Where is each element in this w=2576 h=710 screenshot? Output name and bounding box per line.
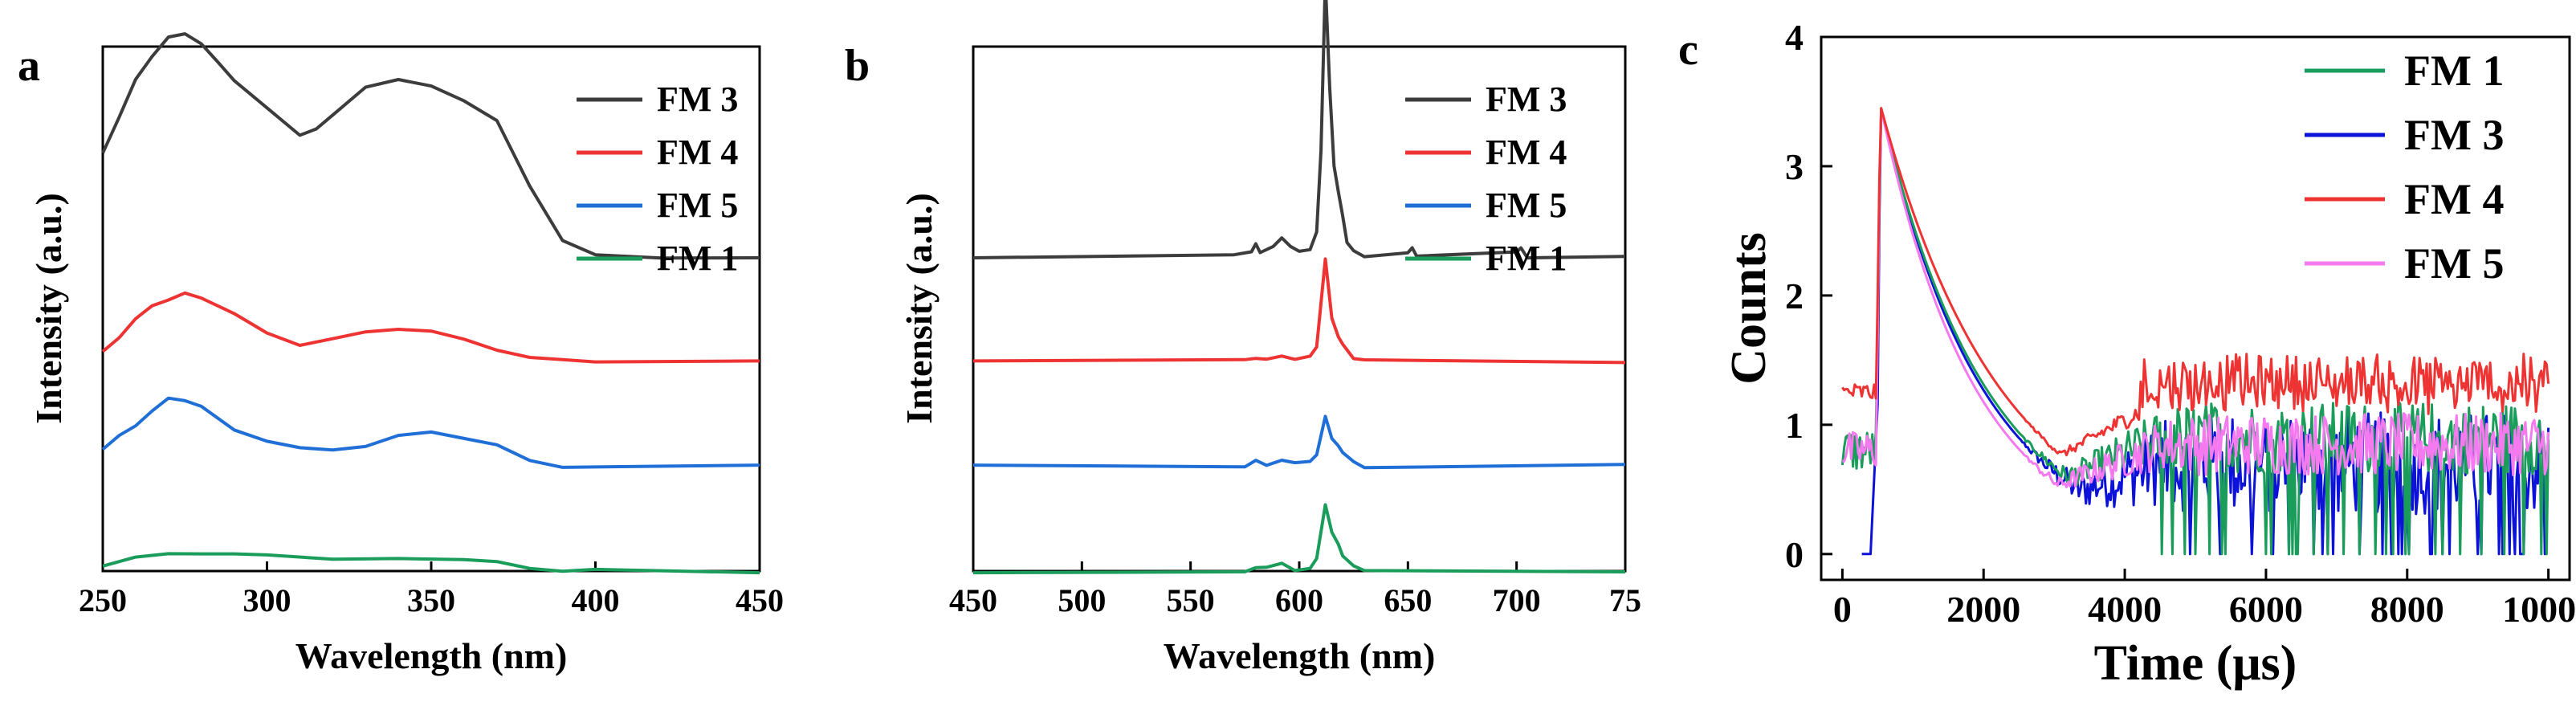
panel-b-x-tick-label-500: 500 [1058,582,1106,618]
panel-b-label: b [845,41,870,91]
panel-b-series-fm-3 [972,0,1626,260]
panel-a-x-tick-label-250: 250 [79,582,127,618]
panel-c-y-tick-label-0: 0 [1785,534,1804,575]
panel-a-series [101,32,760,575]
panel-a-series-fm-5 [101,396,760,469]
panel-b-legend: FM 3 FM 4 FM 5 FM 1 [1405,80,1567,278]
panel-a-x-ticks: 250 300 350 400 450 [79,561,784,618]
panel-c-y-axis-title: Counts [1722,232,1776,385]
panel-b-x-tick-label-750: 75 [1609,582,1641,618]
panel-c-y-tick-label-2: 2 [1785,275,1804,316]
panel-b-x-tick-label-600: 600 [1275,582,1323,618]
panel-a-legend-label-fm-5: FM 5 [657,186,738,225]
panel-a-label: a [18,41,40,91]
panel-b-legend-label-fm-4: FM 4 [1486,133,1567,172]
panel-c: c 020004000600080001000001234 FM 1FM 3FM… [1678,17,2576,691]
panel-c-label: c [1678,25,1698,75]
panel-b-legend-label-fm-1: FM 1 [1486,239,1567,278]
panel-a-x-tick-label-350: 350 [407,582,455,618]
panel-a-x-tick-label-400: 400 [572,582,620,618]
panel-b-legend-label-fm-3: FM 3 [1486,80,1567,119]
panel-c-legend: FM 1 FM 3 FM 4 FM 5 [2305,47,2504,288]
panel-b-y-axis-title: Intensity (a.u.) [899,193,940,424]
panel-a-series-fm-4 [101,291,760,364]
panel-b-series-fm-5 [972,414,1626,470]
panel-a-legend-label-fm-4: FM 4 [657,133,738,172]
panel-b: b 450 500 550 600 650 700 75 FM 3FM 4FM 5FM 1 … [845,0,1641,676]
panel-c-legend-label-fm-4: FM 4 [2404,175,2504,223]
panel-c-y-tick-label-4: 4 [1785,17,1804,58]
panel-c-y-tick-label-1: 1 [1785,405,1804,446]
panel-b-x-ticks: 450 500 550 600 650 700 75 [949,561,1641,618]
panel-b-x-tick-label-450: 450 [949,582,997,618]
panel-a-frame [101,45,761,573]
panel-c-x-tick-label-0: 0 [1833,589,1852,630]
panel-c-frame [1820,35,2571,581]
panel-c-series-fm-4 [1841,107,2550,457]
panel-b-series [972,0,1626,575]
panel-c-x-tick-label-6000: 6000 [2229,589,2303,630]
panel-c-y-tick-label-3: 3 [1785,146,1804,187]
panel-a-legend-label-fm-3: FM 3 [657,80,738,119]
panel-a-x-tick-label-450: 450 [736,582,784,618]
panel-c-x-tick-label-4000: 4000 [2088,589,2162,630]
panel-b-x-tick-label-650: 650 [1384,582,1432,618]
panel-a-x-axis-title: Wavelength (nm) [296,635,568,676]
panel-c-legend-label-fm-3: FM 3 [2404,111,2504,159]
panel-b-x-tick-label-700: 700 [1493,582,1541,618]
panel-a-legend-label-fm-1: FM 1 [657,239,738,278]
panel-b-legend-label-fm-5: FM 5 [1486,186,1567,225]
panel-c-legend-label-fm-5: FM 5 [2404,239,2504,288]
panel-a-y-axis-title: Intensity (a.u.) [28,193,69,424]
panel-c-x-tick-label-8000: 8000 [2370,589,2444,630]
panel-c-series-fm-5 [1842,107,2550,488]
panel-b-series-fm-4 [972,257,1626,365]
panel-a-series-fm-1 [102,552,760,575]
panel-c-x-tick-label-2000: 2000 [1946,589,2020,630]
panel-c-series [1840,107,2550,556]
panel-b-frame [972,45,1627,573]
panel-b-x-axis-title: Wavelength (nm) [1164,635,1436,676]
panel-a-x-tick-label-300: 300 [243,582,291,618]
panel-b-series-fm-1 [972,503,1626,575]
panel-a-legend: FM 3 FM 4 FM 5 FM 1 [577,80,738,278]
panel-b-x-tick-label-550: 550 [1167,582,1215,618]
panel-a: a 250 300 350 400 450 FM 3 FM 4 FM 5 FM 1 Wavel… [18,32,784,676]
panel-a-series-fm-3 [101,32,760,260]
panel-c-x-axis-title: Time (μs) [2094,636,2297,691]
panel-c-legend-label-fm-1: FM 1 [2404,47,2504,95]
